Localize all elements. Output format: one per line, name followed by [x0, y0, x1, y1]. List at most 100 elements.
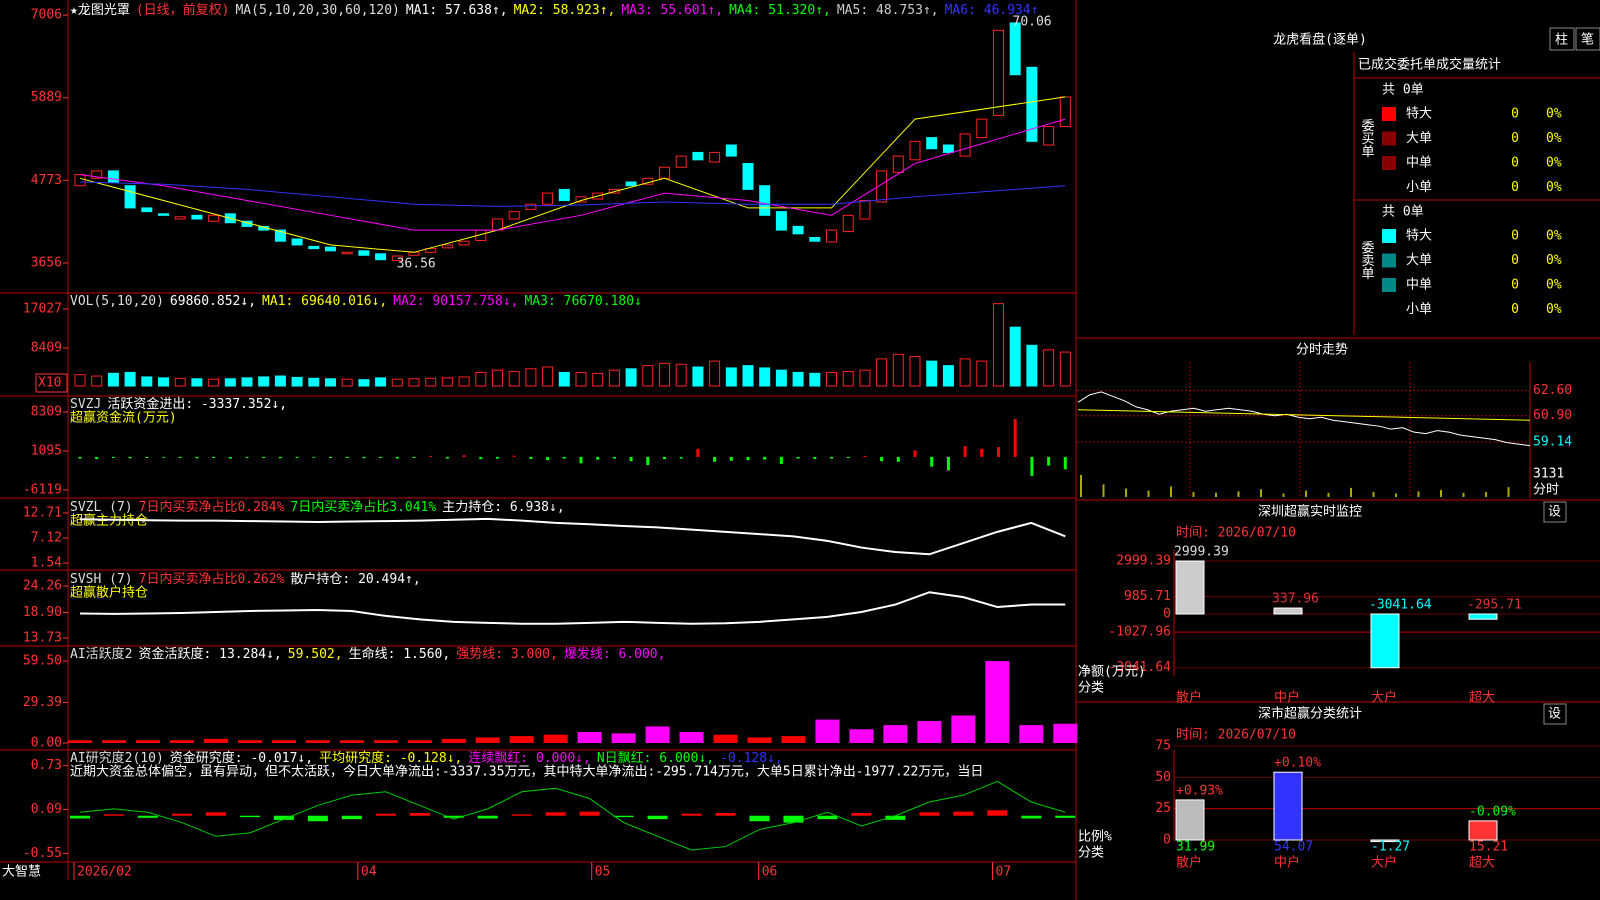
panel-subtitle: 超赢散户持仓 [70, 585, 148, 601]
y-axis-title: 净额(万元) [1078, 665, 1146, 680]
volume-bar [525, 368, 537, 387]
active-bar [1053, 723, 1078, 743]
candle [1043, 126, 1055, 146]
candle [325, 246, 336, 252]
volume-bar [107, 372, 119, 387]
flow-bar [379, 456, 383, 458]
flow-bar [679, 456, 683, 459]
volume-bar [174, 377, 186, 387]
volume-bar [742, 365, 754, 387]
y-tick-label: 3656 [31, 255, 62, 270]
header-item: MA3: 55.601↑, [621, 3, 723, 18]
flow-bar [779, 456, 783, 464]
y-tick-label: 50 [1155, 770, 1171, 785]
tick-volume [1440, 489, 1442, 497]
candle [91, 170, 103, 179]
settings-button[interactable]: 设 [1548, 707, 1561, 722]
toggle-button[interactable]: 笔 [1581, 32, 1594, 48]
row-name: 大单 [1406, 253, 1432, 268]
research-bar [443, 815, 464, 818]
flow-bar [312, 456, 316, 458]
flow-bar [1013, 419, 1017, 457]
candle [375, 253, 387, 261]
volume-bar [892, 353, 904, 387]
volume-unit: 分时 [1533, 483, 1559, 498]
active-bar [509, 736, 534, 743]
y-tick-label: 75 [1155, 739, 1171, 754]
volume-bar [809, 372, 821, 387]
settings-button[interactable]: 设 [1548, 505, 1561, 520]
volume-bar [558, 371, 570, 387]
ma-line [79, 118, 1066, 231]
flow-bar [162, 456, 165, 458]
flow-bar [830, 456, 833, 459]
research-bar [783, 815, 804, 823]
x-axis-title: 分类 [1078, 846, 1104, 861]
volume-bar [341, 378, 353, 387]
swatch [1382, 107, 1396, 121]
tick-volume [1372, 492, 1375, 497]
header-item: ★龙图光罩 [70, 3, 130, 18]
volume-bar [709, 360, 721, 387]
candle [1009, 22, 1021, 76]
volume-unit: X10 [38, 376, 61, 391]
y-tick-label: 1.54 [31, 556, 62, 571]
volume-bar [391, 378, 403, 387]
y-tick-label: 29.39 [23, 695, 62, 710]
volume-bar [859, 369, 871, 387]
candle [592, 192, 604, 200]
y-tick-label: 25 [1155, 801, 1171, 816]
tick-volume [1507, 487, 1510, 497]
research-bar [239, 815, 260, 818]
y-tick-label: 13.73 [23, 630, 62, 645]
x-tick-label: 超大 [1469, 691, 1495, 706]
y-tick-label: 12.71 [23, 505, 62, 520]
y-tick-label: -0.55 [23, 846, 62, 861]
volume-bar [208, 378, 220, 387]
header-item: MA5: 48.753↑, [837, 3, 939, 18]
row-pct: 0% [1546, 302, 1562, 317]
panel-subtitle: 超赢资金流(万元) [70, 410, 177, 426]
volume-bar [592, 372, 604, 387]
flow-bar [429, 455, 433, 457]
brand: 大智慧 [2, 864, 41, 880]
flow-bar [629, 456, 633, 462]
y-tick-label: -3041.64 [1108, 660, 1171, 675]
volume-bar [224, 378, 236, 387]
research-bar [1021, 815, 1042, 819]
research-bar [545, 812, 566, 816]
change-label: +0.10% [1274, 756, 1321, 771]
active-bar [815, 719, 840, 743]
candle [274, 229, 286, 242]
time-label: 时间: 2026/07/10 [1176, 526, 1296, 541]
candle [542, 192, 554, 205]
candle [993, 29, 1004, 116]
active-bar [577, 731, 602, 743]
swatch [1382, 156, 1396, 170]
flow-bar [329, 456, 332, 458]
row-name: 小单 [1406, 180, 1432, 195]
flow-bar [997, 447, 1000, 457]
active-bar [305, 740, 330, 743]
header-item: 69860.852↓, [170, 294, 256, 309]
flow-bar [946, 456, 950, 471]
research-bar [137, 815, 158, 818]
candle [775, 211, 787, 231]
active-bar [339, 740, 364, 743]
panel-subtitle: 近期大资金总体偏空，虽有异动，但不太活跃，今日大单净流出:-3337.35万元，… [70, 764, 983, 780]
candle [826, 229, 837, 243]
tick-volume [1327, 492, 1330, 497]
research-bar [341, 815, 362, 820]
volume-bar [408, 378, 420, 387]
volume-bar [1009, 326, 1021, 387]
candle [792, 225, 804, 235]
flow-bar [980, 448, 984, 457]
active-bar [373, 740, 398, 743]
candle [341, 251, 353, 255]
volume-bar [692, 366, 704, 387]
toggle-button[interactable]: 柱 [1555, 33, 1568, 48]
flow-bar [111, 456, 115, 458]
y-tick-label: 2999.39 [1116, 554, 1171, 569]
header-item: MA2: 90157.758↓, [393, 294, 518, 309]
